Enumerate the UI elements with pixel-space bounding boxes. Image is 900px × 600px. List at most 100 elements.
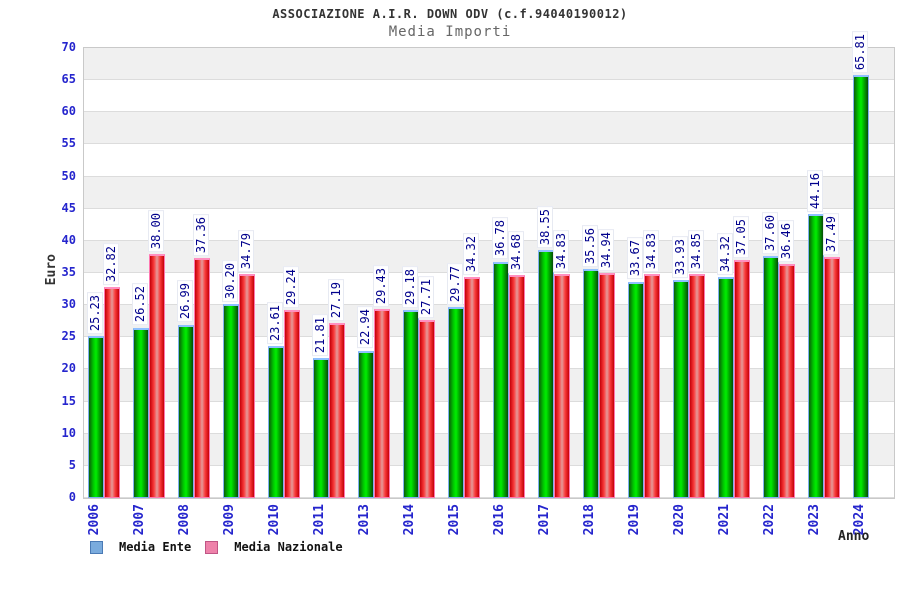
bar-value-label: 65.81 <box>852 30 868 73</box>
bar-value-label: 36.46 <box>778 219 794 262</box>
plot-band <box>84 433 894 466</box>
x-axis-tick-label: 2016 <box>492 504 507 536</box>
bar-value-label: 34.83 <box>643 229 659 273</box>
bar-media-nazionale-2022 <box>779 263 795 498</box>
bar-value-label: 29.18 <box>402 266 418 309</box>
bar-media-nazionale-2017 <box>554 274 570 498</box>
bar-value-label: 38.55 <box>537 206 553 249</box>
x-axis-tick-label: 2010 <box>267 504 282 536</box>
y-axis-tick-label: 5 <box>68 457 76 472</box>
bar-media-nazionale-2021 <box>734 259 750 498</box>
x-axis-tick-label: 2015 <box>447 504 462 536</box>
bar-value-label: 34.32 <box>463 233 479 276</box>
plot-band <box>84 465 894 498</box>
bar-value-label: 22.94 <box>357 306 373 349</box>
bar-value-label: 34.85 <box>688 229 704 272</box>
bar-media-ente-2023 <box>808 214 824 498</box>
y-axis-tick-label: 55 <box>61 136 76 151</box>
y-axis-tick-label: 35 <box>61 265 76 279</box>
bar-value-label: 37.36 <box>193 213 209 256</box>
bar-value-label: 34.68 <box>508 230 524 274</box>
x-axis-tick-label: 2018 <box>582 504 597 536</box>
y-axis-tick-label: 60 <box>61 104 76 119</box>
bar-value-label: 27.71 <box>418 275 434 318</box>
bar-value-label: 32.82 <box>103 242 119 286</box>
bar-value-label: 29.77 <box>447 262 463 305</box>
chart-plot-area: 25.23 32.82 26.52 38.00 26.99 37.36 30.20 34.79… <box>83 30 895 499</box>
plot-band <box>84 208 894 241</box>
legend-item-media-ente: Media Ente <box>90 540 191 554</box>
x-axis-tick-label: 2019 <box>627 504 642 536</box>
bar-media-nazionale-2015 <box>464 277 480 498</box>
media-ente-swatch-icon <box>90 540 103 554</box>
bar-media-ente-2020 <box>673 279 689 498</box>
bar-media-nazionale-2011 <box>329 323 345 498</box>
y-axis-tick-label: 50 <box>61 168 76 183</box>
plot-band <box>84 176 894 209</box>
bar-value-label: 33.67 <box>627 237 643 280</box>
x-axis-tick-label: 2006 <box>87 504 102 536</box>
bar-media-ente-2021 <box>718 277 734 498</box>
bar-media-nazionale-2013 <box>374 308 390 498</box>
bar-media-ente-2017 <box>538 250 554 498</box>
bar-media-nazionale-2008 <box>194 257 210 498</box>
bar-value-label: 29.43 <box>373 264 389 307</box>
bar-media-ente-2013 <box>358 350 374 498</box>
chart-legend: Media Ente Media Nazionale <box>90 540 343 554</box>
plot-band <box>84 369 894 402</box>
y-axis-tick-label: 45 <box>61 200 76 215</box>
x-axis-tick-label: 2017 <box>537 504 552 536</box>
bar-media-ente-2007 <box>133 327 149 498</box>
bar-value-label: 21.81 <box>312 313 328 356</box>
x-axis-tick-label: 2008 <box>177 504 192 536</box>
bar-value-label: 23.61 <box>267 302 283 345</box>
x-axis-tick-label: 2022 <box>762 504 777 536</box>
bar-value-label: 37.60 <box>762 212 778 255</box>
bar-media-nazionale-2016 <box>509 275 525 498</box>
bar-media-nazionale-2010 <box>284 310 300 498</box>
y-axis-tick-label: 0 <box>68 490 76 504</box>
bar-media-nazionale-2018 <box>599 273 615 498</box>
x-axis-tick-label: 2023 <box>807 504 822 536</box>
legend-item-media-nazionale: Media Nazionale <box>205 540 343 554</box>
bar-value-label: 29.24 <box>283 265 299 309</box>
plot-band <box>84 48 894 81</box>
bar-value-label: 44.16 <box>807 170 823 213</box>
chart-subtitle: Media Importi <box>388 24 512 40</box>
bar-media-ente-2016 <box>493 261 509 498</box>
bar-value-label: 25.23 <box>87 291 103 334</box>
x-axis-tick-label: 2024 <box>852 504 867 536</box>
bar-value-label: 33.93 <box>672 235 688 278</box>
media-nazionale-swatch-icon <box>205 540 219 554</box>
bar-media-ente-2019 <box>628 281 644 498</box>
bar-value-label: 36.78 <box>492 217 508 260</box>
x-axis-tick-label: 2014 <box>402 504 417 536</box>
bar-value-label: 30.20 <box>222 259 238 302</box>
x-axis-title: Anno <box>838 529 870 544</box>
x-axis-tick-label: 2009 <box>222 504 237 536</box>
bar-media-nazionale-2009 <box>239 274 255 498</box>
y-axis-tick-label: 30 <box>61 297 76 312</box>
y-axis-tick-label: 65 <box>61 72 76 87</box>
plot-band <box>84 337 894 370</box>
plot-band <box>84 273 894 306</box>
bar-media-nazionale-2006 <box>104 287 120 498</box>
plot-band <box>84 144 894 177</box>
bar-media-ente-2015 <box>448 306 464 498</box>
bar-media-nazionale-2019 <box>644 274 660 498</box>
plot-band <box>84 80 894 113</box>
bar-media-ente-2018 <box>583 269 599 498</box>
bar-value-label: 37.49 <box>823 212 839 255</box>
bar-value-label: 34.79 <box>238 230 254 273</box>
bar-media-ente-2006 <box>88 335 104 498</box>
x-axis-tick-label: 2013 <box>357 504 372 536</box>
bar-value-label: 34.94 <box>598 229 614 272</box>
x-axis-tick-label: 2021 <box>717 504 732 536</box>
plot-band <box>84 305 894 338</box>
plot-band <box>84 401 894 434</box>
legend-label-media-ente: Media Ente <box>119 540 192 554</box>
bar-value-label: 27.19 <box>328 279 344 322</box>
bar-media-ente-2024 <box>853 74 869 498</box>
x-axis-tick-label: 2020 <box>672 504 687 536</box>
